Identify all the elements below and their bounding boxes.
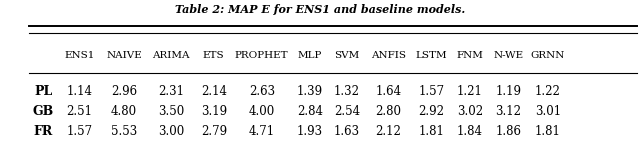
Text: LSTM: LSTM	[415, 51, 447, 60]
Text: 1.63: 1.63	[334, 125, 360, 138]
Text: 3.19: 3.19	[201, 105, 227, 118]
Text: 1.86: 1.86	[495, 125, 521, 138]
Text: SVM: SVM	[334, 51, 360, 60]
Text: 5.53: 5.53	[111, 125, 138, 138]
Text: 4.80: 4.80	[111, 105, 137, 118]
Text: 2.54: 2.54	[334, 105, 360, 118]
Text: FR: FR	[33, 125, 53, 138]
Text: 1.22: 1.22	[535, 85, 561, 98]
Text: 1.81: 1.81	[419, 125, 444, 138]
Text: 2.51: 2.51	[67, 105, 92, 118]
Text: ANFIS: ANFIS	[371, 51, 406, 60]
Text: 2.31: 2.31	[158, 85, 184, 98]
Text: 1.14: 1.14	[67, 85, 92, 98]
Text: 1.19: 1.19	[495, 85, 521, 98]
Text: N-WE: N-WE	[493, 51, 524, 60]
Text: 1.93: 1.93	[297, 125, 323, 138]
Text: 2.80: 2.80	[376, 105, 401, 118]
Text: PROPHET: PROPHET	[235, 51, 289, 60]
Text: 1.32: 1.32	[334, 85, 360, 98]
Text: 3.12: 3.12	[495, 105, 521, 118]
Text: 2.84: 2.84	[297, 105, 323, 118]
Text: 1.64: 1.64	[376, 85, 401, 98]
Text: 1.57: 1.57	[67, 125, 92, 138]
Text: 2.92: 2.92	[419, 105, 444, 118]
Text: 3.02: 3.02	[457, 105, 483, 118]
Text: 3.50: 3.50	[158, 105, 184, 118]
Text: 2.79: 2.79	[201, 125, 227, 138]
Text: 2.12: 2.12	[376, 125, 401, 138]
Text: GB: GB	[33, 105, 54, 118]
Text: FNM: FNM	[456, 51, 483, 60]
Text: 2.14: 2.14	[201, 85, 227, 98]
Text: 2.96: 2.96	[111, 85, 137, 98]
Text: ENS1: ENS1	[64, 51, 95, 60]
Text: ARIMA: ARIMA	[152, 51, 190, 60]
Text: 1.21: 1.21	[457, 85, 483, 98]
Text: 4.71: 4.71	[249, 125, 275, 138]
Text: 2.63: 2.63	[249, 85, 275, 98]
Text: PL: PL	[34, 85, 52, 98]
Text: 1.84: 1.84	[457, 125, 483, 138]
Text: Table 2: MAP E for ENS1 and baseline models.: Table 2: MAP E for ENS1 and baseline mod…	[175, 4, 465, 15]
Text: GRNN: GRNN	[531, 51, 565, 60]
Text: 4.00: 4.00	[248, 105, 275, 118]
Text: NAIVE: NAIVE	[106, 51, 142, 60]
Text: MLP: MLP	[298, 51, 322, 60]
Text: 1.57: 1.57	[419, 85, 444, 98]
Text: 1.81: 1.81	[535, 125, 561, 138]
Text: ETS: ETS	[203, 51, 225, 60]
Text: 3.01: 3.01	[535, 105, 561, 118]
Text: 1.39: 1.39	[297, 85, 323, 98]
Text: 3.00: 3.00	[158, 125, 184, 138]
